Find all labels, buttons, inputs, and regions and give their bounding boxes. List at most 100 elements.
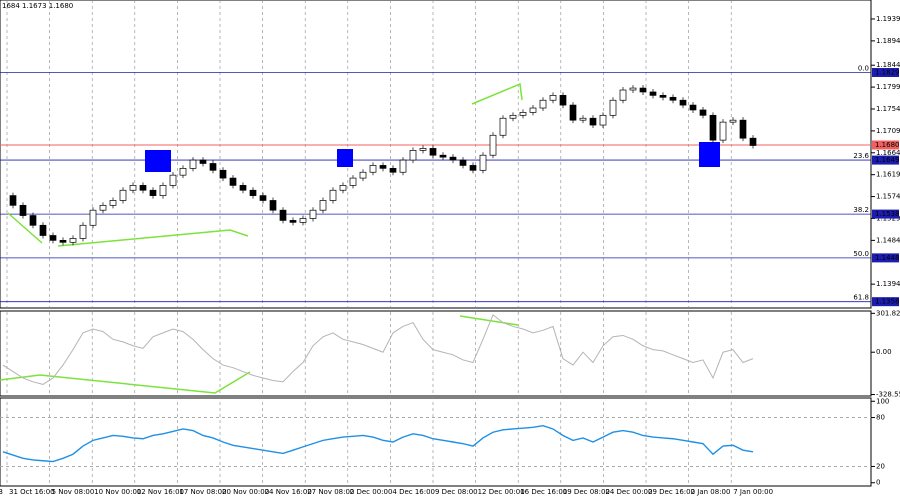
divergence-line <box>7 212 43 244</box>
candle <box>269 200 277 211</box>
candle <box>609 99 617 116</box>
y-tick-label: 1.1799 <box>876 83 900 91</box>
price-box-label: 1.1358 <box>875 298 900 306</box>
x-tick-label: 29 Dec 16:00 <box>648 488 695 496</box>
x-tick-label: 2 Dec 00:00 <box>350 488 393 496</box>
candle <box>59 240 67 243</box>
candle <box>409 150 417 161</box>
divergence-line <box>57 229 249 247</box>
candle <box>359 171 367 179</box>
fib-label: 38.2 <box>853 206 869 214</box>
candle <box>279 209 287 221</box>
price-box <box>872 140 899 150</box>
candle <box>729 119 737 123</box>
price-box-label: 1.1448 <box>875 254 900 262</box>
rsi-panel <box>0 397 872 487</box>
candle <box>309 209 317 219</box>
candle <box>29 215 37 226</box>
candle <box>399 159 407 173</box>
candle <box>99 204 107 211</box>
indicator-line <box>2 314 754 385</box>
candle <box>369 165 377 173</box>
candle <box>619 89 627 101</box>
y-tick-label: 80 <box>876 414 885 422</box>
y-tick-label: 1.1894 <box>876 37 900 45</box>
candle <box>639 87 647 93</box>
fib-label: 50.0 <box>853 250 869 258</box>
y-tick-label: 1.1394 <box>876 280 900 288</box>
indicator-line <box>2 424 754 463</box>
candle <box>749 137 757 146</box>
candle <box>499 117 507 136</box>
divergence-line <box>471 82 523 105</box>
candle <box>339 185 347 191</box>
candle <box>699 109 707 116</box>
x-tick-label: 4 Dec 16:00 <box>392 488 435 496</box>
candle <box>489 134 497 156</box>
y-tick-label: 1.1939 <box>876 15 900 23</box>
y-tick-label: 1.1619 <box>876 171 900 179</box>
candle <box>139 185 147 191</box>
y-tick-label: 0 <box>876 479 880 487</box>
y-tick-label: 1.1844 <box>876 61 900 69</box>
candle <box>249 189 257 196</box>
candle <box>229 177 237 186</box>
candle <box>299 218 307 223</box>
x-tick-label: 3 <box>0 488 3 496</box>
candle <box>329 189 337 201</box>
candle <box>379 165 387 169</box>
y-tick-label: 20 <box>876 462 885 470</box>
fib-label: 23.6 <box>853 152 869 160</box>
price-box-label: 1.1829 <box>875 68 900 76</box>
y-tick-label: 1.1574 <box>876 193 900 201</box>
candle <box>459 159 467 166</box>
candle <box>239 185 247 191</box>
candle <box>389 168 397 173</box>
candle <box>519 112 527 116</box>
candle <box>9 195 17 206</box>
candle <box>79 224 87 239</box>
candle <box>89 209 97 226</box>
candle <box>69 238 77 243</box>
divergence-line <box>0 371 251 394</box>
candle <box>469 165 477 171</box>
x-tick-label: 5 Nov 08:00 <box>52 488 95 496</box>
price-box-label: 1.1538 <box>875 210 900 218</box>
y-tick-label: 100 <box>876 397 889 405</box>
candle <box>549 95 557 101</box>
candle <box>429 148 437 156</box>
candle <box>149 189 157 196</box>
x-tick-label: 24 Nov 16:00 <box>265 488 312 496</box>
candle <box>559 95 567 106</box>
x-tick-label: 7 Jan 00:00 <box>733 488 773 496</box>
fib-label: 61.8 <box>853 294 869 302</box>
signal-box <box>337 149 353 167</box>
ohlc-header: 1684 1.1673 1.1680 <box>2 2 73 10</box>
candle <box>739 119 747 139</box>
candle <box>349 177 357 186</box>
divergence-line <box>459 315 519 326</box>
y-tick-label: 0.00 <box>876 348 892 356</box>
price-box-label: 1.1680 <box>875 141 900 149</box>
candle <box>259 195 267 201</box>
candle <box>529 107 537 113</box>
candle <box>109 200 117 206</box>
candle <box>159 185 167 196</box>
x-tick-label: 17 Nov 08:00 <box>179 488 226 496</box>
candle <box>629 87 637 91</box>
x-tick-label: 12 Dec 00:00 <box>478 488 525 496</box>
candle <box>679 99 687 106</box>
signal-box <box>145 150 171 172</box>
y-tick-label: 1.1484 <box>876 236 900 244</box>
candle <box>179 168 187 176</box>
candle <box>539 99 547 109</box>
candle <box>509 114 517 119</box>
x-tick-label: 31 Oct 16:00 <box>9 488 55 496</box>
candle <box>709 114 717 141</box>
x-tick-label: 20 Nov 00:00 <box>222 488 269 496</box>
candle <box>569 104 577 121</box>
candle <box>319 200 327 211</box>
price-box <box>872 253 899 263</box>
x-tick-label: 10 Nov 00:00 <box>94 488 141 496</box>
